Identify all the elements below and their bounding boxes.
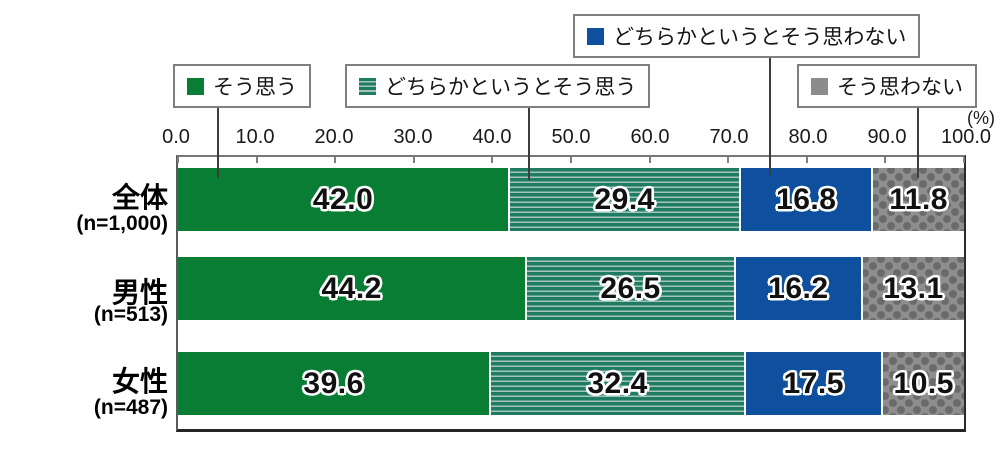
x-axis-tick-label: 80.0: [788, 126, 828, 148]
axis-unit-label: (%): [967, 108, 995, 128]
x-axis-tick-label: 90.0: [867, 126, 907, 148]
bar-row: 39.6 32.4 17.5 10.5: [178, 352, 964, 415]
x-axis-labels: 0.0 10.0 20.0 30.0 40.0 50.0 60.0 70.0 80.0 90.0 1…: [162, 126, 991, 150]
segment-value-label: 13.1: [883, 271, 944, 305]
x-axis-tick-mark: [805, 157, 808, 163]
leader-line-agree: [217, 107, 219, 178]
x-axis-tick-label: 70.0: [709, 126, 749, 148]
bar-segment-dots: 10.5: [881, 352, 964, 415]
legend-swatch-gray-icon: [811, 77, 828, 95]
segment-value-label: 16.2: [768, 271, 829, 305]
category-n-label: (n=1,000): [76, 212, 168, 235]
segment-value-label: 26.5: [600, 271, 661, 305]
legend-label-somewhat-disagree: どちらかというとそう思わない: [613, 26, 907, 49]
plot-area: 42.0 29.4 16.8 11.8 44.2 26.5 16.2 13.1 39.6 32.4…: [176, 155, 966, 432]
x-axis-tick-label: 30.0: [393, 126, 433, 148]
leader-line-somewhat-disagree: [769, 57, 771, 175]
x-axis-tick-mark: [884, 157, 887, 163]
legend-box-agree: そう思う: [173, 64, 311, 108]
bar-segment-green: 39.6: [178, 352, 490, 415]
x-axis-tick-label: 50.0: [551, 126, 591, 148]
x-axis-tick-label: 100.0: [940, 126, 992, 148]
segment-value-label: 42.0: [312, 182, 374, 216]
bar-segment-dots: 11.8: [871, 168, 964, 231]
bar-segment-green: 42.0: [178, 168, 509, 231]
bar-row: 44.2 26.5 16.2 13.1: [178, 257, 964, 320]
legend-box-disagree: そう思わない: [797, 64, 977, 108]
legend-box-somewhat-agree: どちらかというとそう思う: [345, 64, 651, 108]
x-axis-tick-mark: [177, 157, 179, 163]
legend-label-agree: そう思う: [213, 76, 297, 99]
x-axis-tick-label: 60.0: [630, 126, 670, 148]
bar-segment-blue: 16.8: [739, 168, 872, 231]
x-axis-tick-mark: [255, 157, 258, 163]
category-n-label: (n=487): [93, 396, 168, 419]
bar-segment-stripes: 32.4: [489, 352, 744, 415]
x-axis-tick-mark: [491, 157, 494, 163]
category-label: 男性: [111, 277, 168, 308]
category-label: 女性: [111, 366, 168, 397]
bar-row: 42.0 29.4 16.8 11.8: [178, 168, 964, 231]
segment-value-label: 16.8: [776, 182, 837, 216]
x-axis-tick-mark: [334, 157, 337, 163]
legend-label-disagree: そう思わない: [837, 76, 963, 99]
x-axis-tick-mark: [727, 157, 730, 163]
x-axis-tick-mark: [412, 157, 415, 163]
legend-swatch-blue-icon: [587, 27, 604, 45]
segment-value-label: 11.8: [889, 182, 948, 216]
x-axis-tick-mark: [570, 157, 572, 163]
category-label: 全体: [111, 182, 168, 213]
bar-segment-stripes: 26.5: [525, 257, 734, 320]
segment-value-label: 17.5: [783, 366, 844, 400]
x-axis-tick-label: 20.0: [314, 126, 354, 148]
legend-label-somewhat-agree: どちらかというとそう思う: [385, 76, 637, 99]
bar-segment-green: 44.2: [178, 257, 526, 320]
bar-segment-blue: 17.5: [743, 352, 882, 415]
leader-line-somewhat-agree: [528, 107, 530, 180]
x-axis-tick-label: 40.0: [472, 126, 512, 148]
segment-value-label: 10.5: [893, 366, 954, 400]
segment-value-label: 39.6: [303, 366, 364, 400]
x-axis-tick-mark: [963, 157, 965, 163]
bar-segment-dots: 13.1: [861, 257, 964, 320]
bar-segment-blue: 16.2: [733, 257, 862, 320]
legend-swatch-stripes-icon: [359, 77, 376, 95]
x-axis-tick-mark: [648, 157, 651, 163]
leader-line-disagree: [917, 107, 919, 178]
x-axis-tick-label: 0.0: [162, 126, 190, 148]
segment-value-label: 44.2: [321, 271, 382, 305]
legend-swatch-green-icon: [187, 77, 204, 95]
segment-value-label: 29.4: [594, 182, 655, 216]
category-n-label: (n=513): [93, 303, 168, 326]
x-axis-tick-label: 10.0: [235, 126, 275, 148]
bar-segment-stripes: 29.4: [508, 168, 740, 231]
segment-value-label: 32.4: [587, 366, 648, 400]
legend-box-somewhat-disagree: どちらかというとそう思わない: [573, 14, 921, 58]
